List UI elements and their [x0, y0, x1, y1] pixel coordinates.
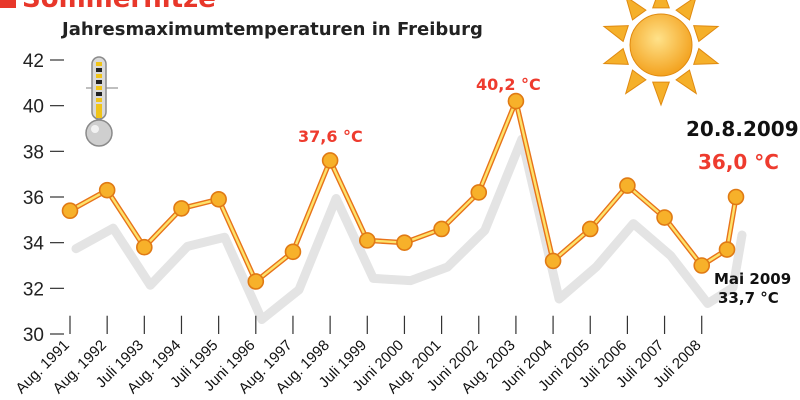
- data-point: [321, 152, 339, 169]
- sun-ray: [651, 81, 671, 107]
- data-point: [507, 92, 525, 110]
- sun-ray: [651, 0, 671, 9]
- y-tick-label: 40: [23, 97, 44, 118]
- sun-ray: [675, 0, 696, 21]
- sun-ray: [626, 0, 647, 21]
- data-point: [718, 241, 736, 258]
- sun-ray: [693, 25, 720, 43]
- thermometer-icon: [85, 56, 118, 147]
- data-point: [396, 234, 413, 251]
- page-title: Sommerhitze: [22, 0, 216, 14]
- data-point: [173, 200, 190, 217]
- data-point: [544, 252, 562, 270]
- annotation-date: 20.8.2009: [686, 117, 799, 141]
- point-layer: [61, 92, 745, 290]
- data-point: [210, 190, 227, 208]
- annotation-1998: 37,6 °C: [298, 127, 363, 146]
- data-point: [470, 184, 488, 201]
- shadow-line: [71, 134, 747, 324]
- sun-ray: [602, 25, 629, 43]
- annotation-2003: 40,2 °C: [476, 75, 541, 94]
- data-point: [98, 181, 116, 199]
- y-tick-label: 34: [23, 234, 45, 255]
- sun-ray: [624, 69, 647, 95]
- data-point: [581, 220, 599, 238]
- data-point: [433, 220, 450, 238]
- sun-ray: [602, 47, 629, 65]
- data-point: [693, 257, 711, 274]
- data-point: [619, 177, 636, 194]
- data-point: [61, 202, 79, 219]
- axis-layer: 30 32 34 36 38 40 42: [23, 51, 703, 346]
- shadow-layer: [71, 134, 747, 324]
- data-point: [656, 209, 673, 226]
- data-point: [358, 232, 376, 249]
- data-point: [727, 188, 745, 206]
- line-layer: [68, 98, 739, 285]
- data-point: [136, 238, 153, 256]
- y-tick-label: 38: [23, 142, 44, 163]
- data-point: [247, 273, 265, 290]
- chart-subtitle: Jahresmaximumtemperaturen in Freiburg: [62, 19, 483, 40]
- series-line-outline: [68, 98, 739, 285]
- sun-ray: [693, 47, 720, 65]
- y-tick-label: 30: [23, 325, 44, 346]
- y-tick-label: 36: [23, 188, 44, 209]
- sun-ray: [675, 69, 698, 95]
- annotation-latest-value: 36,0 °C: [698, 150, 779, 174]
- y-tick-label: 32: [23, 279, 44, 300]
- data-point: [284, 243, 302, 261]
- annotation-may-label: Mai 2009: [714, 270, 792, 288]
- sun-icon: [602, 0, 720, 107]
- annotation-may-value: 33,7 °C: [718, 289, 779, 307]
- title-marker: [0, 0, 16, 8]
- y-tick-label: 42: [23, 51, 44, 72]
